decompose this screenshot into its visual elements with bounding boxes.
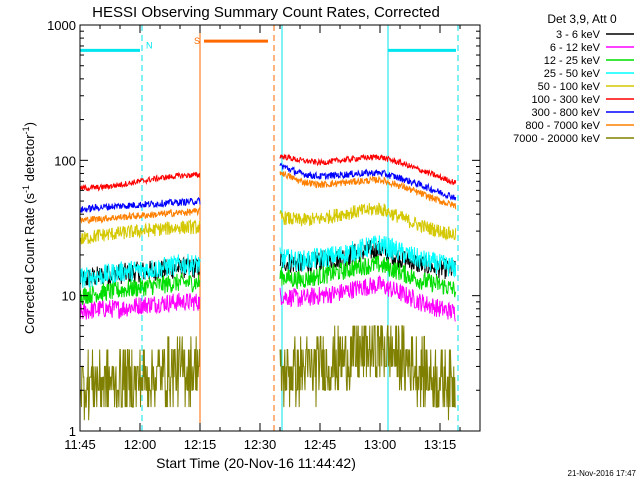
chart-title: HESSI Observing Summary Count Rates, Cor… [92,4,440,21]
series-line-12-25-kev-0 [80,273,201,306]
x-axis-label: Start Time (20-Nov-16 11:44:42) [156,455,356,471]
series-line-800-7000-kev-1 [279,171,457,210]
x-tick-label: 13:00 [364,437,397,452]
legend-label: 50 - 100 keV [538,81,601,93]
series-line-6-12-kev-0 [80,292,201,320]
series-line-50-100-kev-1 [279,202,457,242]
x-tick-label: 13:15 [424,437,457,452]
flag-label-S: S [194,36,200,46]
x-tick-label: 12:15 [184,437,217,452]
series-line-300-800-kev-1 [279,162,457,201]
y-axis-label: Corrected Count Rate (s-1 detector-1) [21,122,37,334]
series-line-25-50-kev-1 [279,235,457,278]
legend-label: 300 - 800 keV [532,107,601,119]
legend-label: 25 - 50 keV [544,68,601,80]
x-tick-label: 12:30 [244,437,277,452]
x-tick-label: 12:45 [304,437,337,452]
x-tick-label: 11:45 [64,437,96,452]
legend-label: 100 - 300 keV [532,94,601,106]
series-line-100-300-kev-1 [279,153,457,186]
series-layer [80,153,457,421]
series-line-25-50-kev-0 [80,253,201,289]
legend-label: 7000 - 20000 keV [513,133,601,145]
series-line-100-300-kev-0 [80,171,201,192]
y-tick-label: 100 [54,153,76,168]
legend-label: 3 - 6 keV [556,29,601,41]
axes: 11:45 12:00 12:15 12:30 12:45 13:00 13:15 1 10 10… [47,18,481,452]
legend-title: Det 3,9, Att 0 [547,12,617,26]
y-tick-label: 10 [62,289,76,304]
legend-label: 6 - 12 keV [550,42,601,54]
legend-label: 12 - 25 keV [544,55,601,67]
series-line-7000-20000-kev-0 [80,336,201,421]
series-line-7000-20000-kev-1 [279,325,456,421]
series-line-800-7000-kev-0 [80,206,201,224]
y-tick-label: 1 [69,424,76,439]
y-tick-label: 1000 [47,18,76,33]
flag-label-N: N [146,40,153,50]
series-line-6-12-kev-1 [279,275,456,322]
series-line-300-800-kev-0 [80,196,201,213]
series-line-12-25-kev-1 [279,255,457,298]
x-tick-label: 12:00 [124,437,157,452]
footer-timestamp: 21-Nov-2016 17:47 [568,469,637,478]
legend-label: 800 - 7000 keV [525,120,600,132]
series-line-50-100-kev-0 [80,218,201,245]
